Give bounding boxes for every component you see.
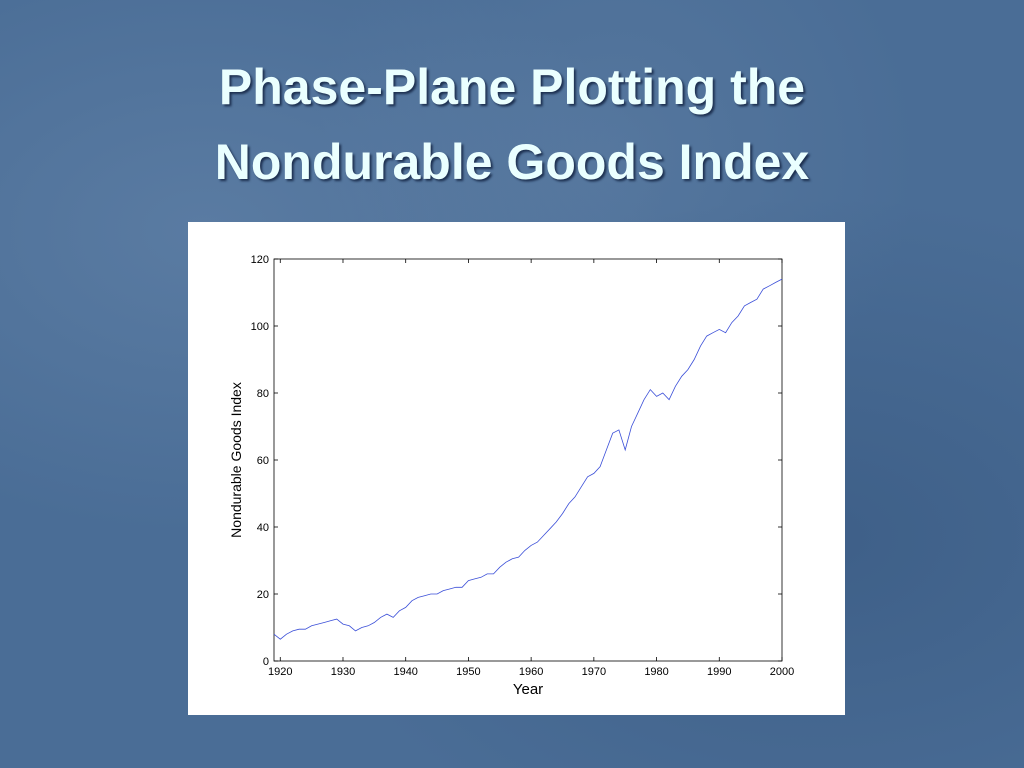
y-tick-label: 80	[257, 388, 269, 400]
data-line	[273, 278, 783, 640]
chart: Year Nondurable Goods Index 0 20 40 60 80 100…	[228, 254, 794, 698]
x-tick-label: 1940	[393, 666, 417, 678]
y-axis-label: Nondurable Goods Index	[228, 382, 244, 538]
x-tick-label: 1960	[519, 666, 543, 678]
x-axis-label: Year	[513, 681, 543, 698]
x-tick-label: 1950	[456, 666, 480, 678]
y-tick-label: 40	[257, 522, 269, 534]
y-tick-label: 60	[257, 455, 269, 467]
y-tick-label: 0	[263, 656, 269, 668]
chart-panel: Year Nondurable Goods Index 0 20 40 60 80 100…	[188, 222, 845, 715]
slide-title: Phase-Plane Plotting the Nondurable Good…	[214, 59, 810, 190]
y-tick-label: 120	[251, 254, 269, 266]
x-tick-label: 2000	[770, 666, 794, 678]
x-tick-label: 1930	[331, 666, 355, 678]
x-tick-label: 1990	[707, 666, 731, 678]
x-tick-label: 1920	[268, 666, 292, 678]
y-tick-label: 100	[251, 321, 269, 333]
y-tick-label: 20	[257, 589, 269, 601]
x-tick-label: 1980	[644, 666, 668, 678]
x-tick-label: 1970	[582, 666, 606, 678]
plot-frame	[273, 258, 783, 662]
